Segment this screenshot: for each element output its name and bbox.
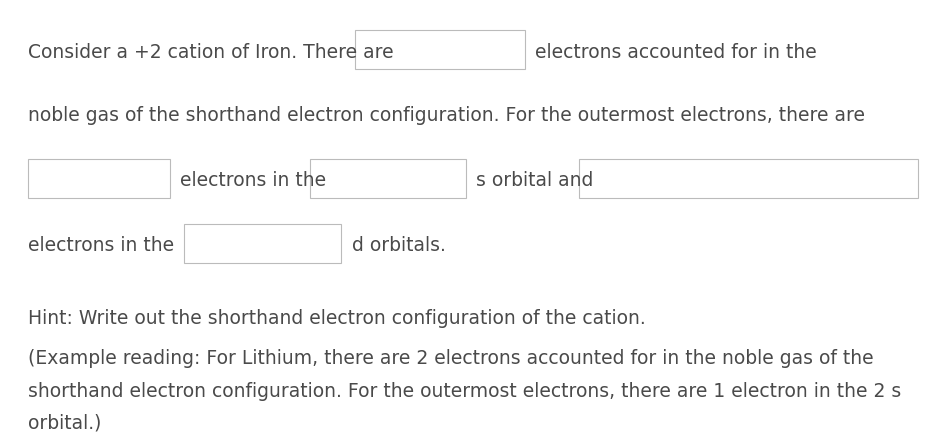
Text: orbital.): orbital.) — [28, 412, 102, 431]
Text: noble gas of the shorthand electron configuration. For the outermost electrons, : noble gas of the shorthand electron conf… — [28, 105, 866, 125]
Text: (Example reading: For Lithium, there are 2 electrons accounted for in the noble : (Example reading: For Lithium, there are… — [28, 349, 874, 368]
Text: electrons in the: electrons in the — [28, 236, 174, 255]
Text: s orbital and: s orbital and — [476, 171, 593, 190]
Text: shorthand electron configuration. For the outermost electrons, there are 1 elect: shorthand electron configuration. For th… — [28, 381, 902, 400]
Text: d orbitals.: d orbitals. — [352, 236, 446, 255]
FancyBboxPatch shape — [310, 160, 466, 199]
FancyBboxPatch shape — [184, 225, 341, 264]
FancyBboxPatch shape — [355, 31, 525, 70]
FancyBboxPatch shape — [579, 160, 918, 199]
FancyBboxPatch shape — [28, 160, 170, 199]
Text: electrons in the: electrons in the — [180, 171, 325, 190]
Text: electrons accounted for in the: electrons accounted for in the — [535, 43, 817, 62]
Text: Consider a +2 cation of Iron. There are: Consider a +2 cation of Iron. There are — [28, 43, 394, 62]
Text: Hint: Write out the shorthand electron configuration of the cation.: Hint: Write out the shorthand electron c… — [28, 308, 646, 327]
